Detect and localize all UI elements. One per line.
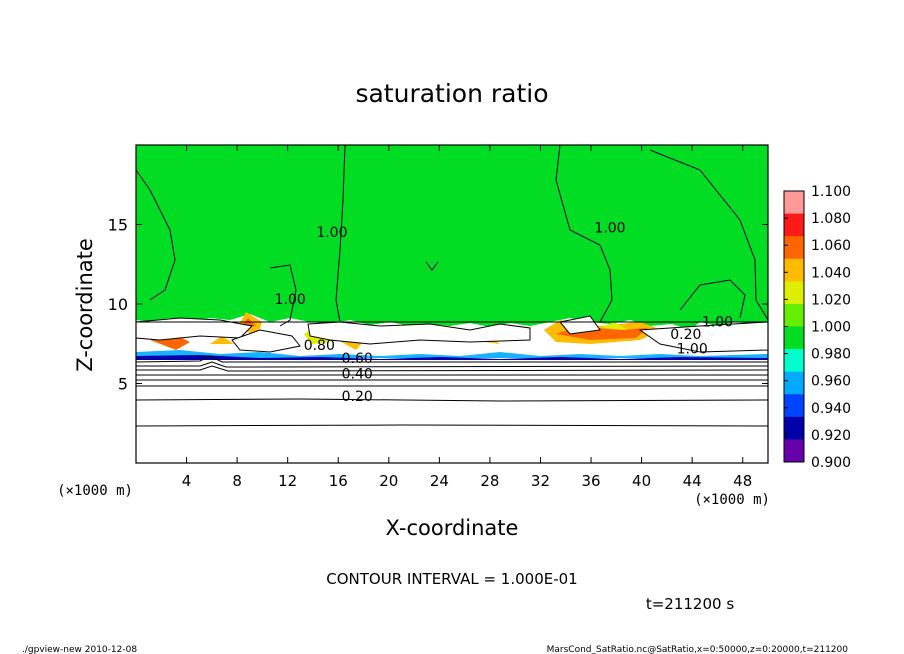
y-tick-label: 10	[108, 295, 128, 314]
contour-label: 0.20	[670, 327, 701, 343]
contour-label: 1.00	[275, 292, 306, 308]
x-tick-label: 44	[683, 472, 702, 490]
contour-lines-upper	[135, 144, 769, 327]
contour-labels: 1.00 1.001.001.001.000.200.800.600.400.20	[275, 220, 733, 405]
subsaturated-band	[136, 350, 768, 358]
x-tick-label: 24	[430, 472, 449, 490]
x-tick-label: 28	[480, 472, 499, 490]
x-tick-label: 8	[232, 472, 242, 490]
x-axis-label: X-coordinate	[386, 516, 519, 540]
y-axis: 5 10 15	[108, 216, 768, 394]
colorbar-swatch	[784, 439, 804, 463]
colorbar-swatch	[784, 416, 804, 440]
contour-label: 1.00	[316, 225, 347, 241]
x-tick-label: 16	[329, 472, 348, 490]
colorbar-label: 0.900	[811, 455, 851, 471]
colorbar-label: 1.080	[811, 211, 851, 227]
colorbar-swatch	[784, 258, 804, 282]
colorbar-swatch	[784, 326, 804, 350]
chart-title: saturation ratio	[355, 79, 548, 108]
colorbar-swatch	[784, 213, 804, 237]
colorbar-swatch	[784, 371, 804, 395]
contour-label: 0.20	[342, 389, 373, 405]
y-tick-label: 15	[108, 216, 128, 235]
y-tick-label: 5	[118, 375, 128, 394]
colorbar-label: 1.100	[811, 184, 851, 200]
plot-area	[135, 144, 769, 464]
x-unit-right: (×1000 m)	[694, 492, 770, 508]
x-tick-label: 40	[632, 472, 651, 490]
colorbar-swatch	[784, 281, 804, 305]
program-label: ./gpview-new 2010-12-08	[22, 645, 137, 654]
y-axis-label: Z-coordinate	[73, 238, 97, 372]
colorbar-label: 0.940	[811, 401, 851, 417]
colorbar-swatch	[784, 349, 804, 373]
colorbar-label: 1.060	[811, 238, 851, 254]
contour-label: 1.00	[594, 220, 625, 236]
colorbar-label: 1.000	[811, 320, 851, 336]
contour-label: 1.00	[702, 314, 733, 330]
saturated-region	[136, 145, 768, 330]
colorbar-swatch	[784, 303, 804, 327]
colorbar-label: 1.040	[811, 265, 851, 281]
colorbar-label: 0.920	[811, 428, 851, 444]
colorbar-swatch	[784, 236, 804, 260]
colorbar: 0.900 0.920 0.940 0.960 0.980 1.000 1.020 1.040…	[783, 184, 851, 471]
colorbar-label: 0.980	[811, 347, 851, 363]
x-tick-label: 12	[278, 472, 297, 490]
x-tick-label: 20	[379, 472, 398, 490]
contour-interval: CONTOUR INTERVAL = 1.000E-01	[326, 570, 577, 588]
x-tick-label: 48	[733, 472, 752, 490]
source-label: MarsCond_SatRatio.nc@SatRatio,x=0:50000,…	[547, 645, 849, 654]
x-axis: 4 8 12 16 20 24 28 32 36 40 44 48	[182, 145, 752, 490]
contour-label: 0.80	[304, 338, 335, 354]
contour-label: 0.60	[342, 351, 373, 367]
colorbar-label: 0.960	[811, 374, 851, 390]
colorbar-swatch	[784, 394, 804, 418]
contour-label: 0.40	[342, 367, 373, 383]
x-tick-label: 32	[531, 472, 550, 490]
x-unit-left: (×1000 m)	[57, 483, 133, 499]
x-tick-label: 4	[182, 472, 192, 490]
contour-label: 1.00	[677, 341, 708, 357]
time-label: t=211200 s	[646, 595, 734, 613]
undersaturated-band	[136, 355, 768, 360]
colorbar-label: 1.020	[811, 292, 851, 308]
cloud-regions	[135, 315, 769, 353]
contour-lines-lower	[135, 355, 769, 427]
x-tick-label: 36	[581, 472, 600, 490]
colorbar-swatch	[784, 191, 804, 215]
